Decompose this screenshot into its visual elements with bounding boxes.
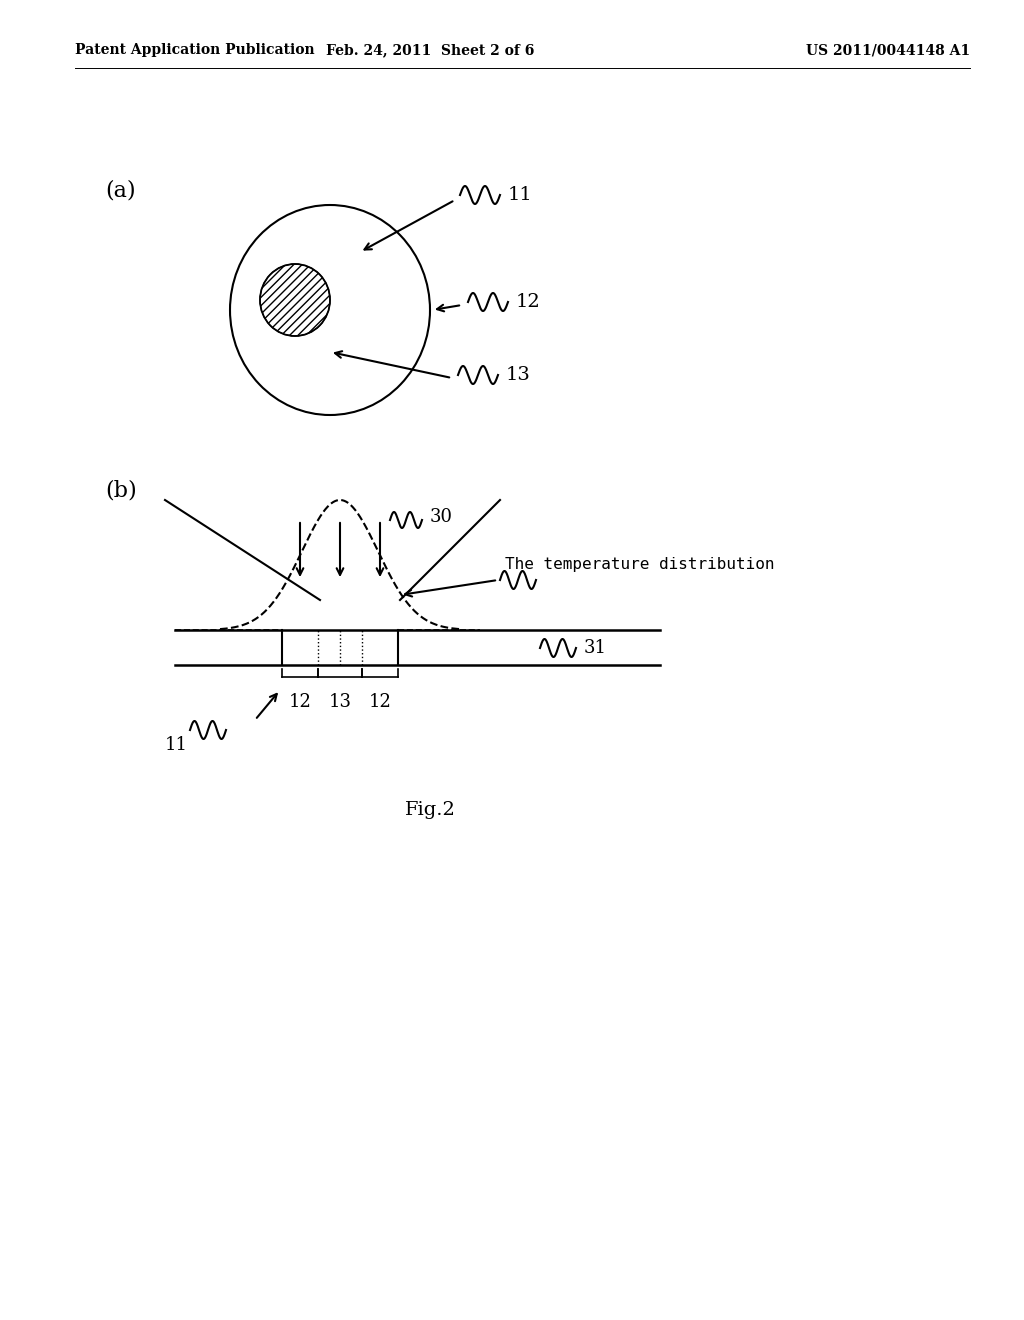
Text: 31: 31 [584,639,607,657]
Text: 12: 12 [369,693,391,711]
Text: 12: 12 [516,293,541,312]
Text: 12: 12 [289,693,311,711]
Text: 13: 13 [506,366,530,384]
Ellipse shape [260,264,330,337]
Text: (b): (b) [105,479,137,502]
Text: 11: 11 [508,186,532,205]
Text: Fig.2: Fig.2 [404,801,456,818]
Text: 30: 30 [430,508,453,525]
Text: 11: 11 [165,737,188,754]
Text: The temperature distribution: The temperature distribution [505,557,774,573]
Text: Feb. 24, 2011  Sheet 2 of 6: Feb. 24, 2011 Sheet 2 of 6 [326,44,535,57]
Text: Patent Application Publication: Patent Application Publication [75,44,314,57]
Text: (a): (a) [105,180,135,201]
Text: US 2011/0044148 A1: US 2011/0044148 A1 [806,44,970,57]
Text: 13: 13 [329,693,351,711]
